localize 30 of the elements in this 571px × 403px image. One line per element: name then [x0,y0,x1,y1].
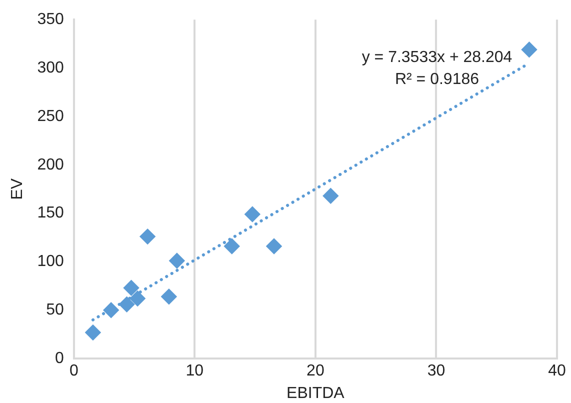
point [161,289,176,304]
x-tick-label: 20 [306,362,324,380]
y-tick-label: 50 [46,302,64,319]
point [522,42,537,58]
point [169,253,184,268]
y-tick-label: 200 [37,156,64,174]
annotation: y = 7.3533x + 28.204 [362,49,512,66]
y-tick-label: 250 [37,108,64,125]
y-tick-label: 300 [37,59,64,76]
y-tick-label: 350 [37,11,64,28]
point [244,206,260,222]
x-tick-label: 40 [548,362,566,380]
point [85,324,100,340]
point [140,229,156,244]
y-axis-title: EV [9,178,26,200]
point [104,302,119,318]
x-tick-label: 30 [427,362,446,380]
y-tick-label: 100 [37,253,64,270]
point [323,188,338,204]
point [266,238,282,254]
annotation: R² = 0.9186 [394,71,480,88]
point [124,280,139,296]
point [224,238,240,254]
x-tick-label: 0 [69,362,78,380]
point [130,291,146,306]
point [119,296,134,312]
y-tick-label: 150 [37,204,64,222]
y-tick-label: 0 [54,350,64,368]
x-axis-title: EBITDA [286,384,345,402]
x-tick-label: 10 [186,362,204,380]
